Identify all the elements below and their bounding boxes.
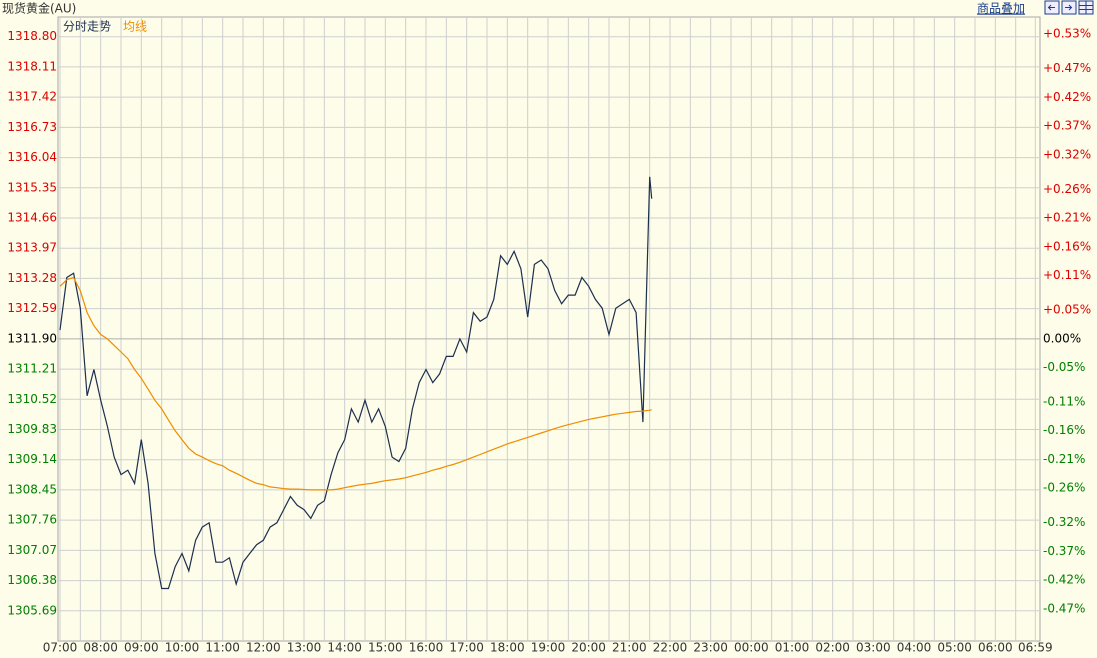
x-tick-label: 09:00 xyxy=(124,641,159,655)
x-tick-label: 22:00 xyxy=(653,641,688,655)
x-tick-label: 07:00 xyxy=(43,641,78,655)
y-tick-label: 1310.52 xyxy=(7,392,57,406)
y-tick-label: 1306.38 xyxy=(7,573,57,587)
x-tick-label: 18:00 xyxy=(490,641,525,655)
y2-tick-label: -0.42% xyxy=(1043,573,1085,587)
y-tick-label: 1313.97 xyxy=(7,241,57,255)
y-tick-label: 1307.76 xyxy=(7,513,57,527)
y2-tick-label: 0.00% xyxy=(1043,331,1081,345)
y2-tick-label: -0.16% xyxy=(1043,423,1085,437)
y2-tick-label: -0.32% xyxy=(1043,515,1085,529)
y-tick-label: 1312.59 xyxy=(7,301,57,315)
y2-tick-label: +0.05% xyxy=(1043,303,1091,317)
y-tick-label: 1316.73 xyxy=(7,120,57,134)
y-tick-label: 1318.80 xyxy=(7,29,57,43)
y2-tick-label: +0.37% xyxy=(1043,119,1091,133)
y2-tick-label: +0.26% xyxy=(1043,182,1091,196)
y-tick-label: 1308.45 xyxy=(7,482,57,496)
x-tick-label: 14:00 xyxy=(327,641,362,655)
y-tick-label: 1309.83 xyxy=(7,422,57,436)
y2-tick-label: +0.21% xyxy=(1043,211,1091,225)
y2-tick-label: +0.53% xyxy=(1043,27,1091,41)
x-tick-label: 01:00 xyxy=(775,641,810,655)
x-tick-label: 17:00 xyxy=(449,641,484,655)
x-tick-label: 19:00 xyxy=(531,641,566,655)
x-tick-label: 10:00 xyxy=(165,641,200,655)
x-tick-label: 13:00 xyxy=(287,641,322,655)
x-tick-label: 20:00 xyxy=(571,641,606,655)
instrument-title: 现货黄金(AU) xyxy=(2,1,76,16)
series-line xyxy=(59,176,653,590)
y-tick-label: 1309.14 xyxy=(7,452,57,466)
nav-left-icon xyxy=(1047,4,1055,11)
y2-tick-label: +0.11% xyxy=(1043,268,1091,282)
y-tick-label: 1317.42 xyxy=(7,90,57,104)
y-tick-label: 1311.21 xyxy=(7,362,57,376)
y2-tick-label: -0.21% xyxy=(1043,452,1085,466)
y-tick-label: 1305.69 xyxy=(7,603,57,617)
x-tick-label: 16:00 xyxy=(409,641,444,655)
x-tick-label: 02:00 xyxy=(815,641,850,655)
nav-layout-icon xyxy=(1079,1,1093,14)
x-tick-label: 08:00 xyxy=(83,641,118,655)
x-tick-label: 23:00 xyxy=(693,641,728,655)
y-tick-label: 1315.35 xyxy=(7,180,57,194)
y2-tick-label: +0.32% xyxy=(1043,147,1091,161)
y2-tick-label: +0.16% xyxy=(1043,239,1091,253)
y2-tick-label: -0.05% xyxy=(1043,360,1085,374)
overlay-button[interactable]: 商品叠加 xyxy=(977,1,1025,16)
x-tick-label: 00:00 xyxy=(734,641,769,655)
y-tick-label: 1316.04 xyxy=(7,150,57,164)
y2-tick-label: +0.47% xyxy=(1043,61,1091,75)
nav-right-icon xyxy=(1065,4,1073,11)
x-tick-label: 04:00 xyxy=(897,641,932,655)
legend-entry: 均线 xyxy=(123,20,147,34)
y2-tick-label: +0.42% xyxy=(1043,90,1091,104)
x-tick-label: 21:00 xyxy=(612,641,647,655)
nav-buttons[interactable] xyxy=(1044,0,1094,15)
x-tick-label: 05:00 xyxy=(937,641,972,655)
y2-tick-label: -0.26% xyxy=(1043,481,1085,495)
y2-tick-label: -0.37% xyxy=(1043,544,1085,558)
y-tick-label: 1311.90 xyxy=(7,331,57,345)
x-tick-label: 03:00 xyxy=(856,641,891,655)
y-tick-label: 1307.07 xyxy=(7,543,57,557)
x-tick-label: 06:00 xyxy=(978,641,1013,655)
x-tick-label: 15:00 xyxy=(368,641,403,655)
series-line xyxy=(59,276,652,491)
y2-tick-label: -0.47% xyxy=(1043,601,1085,615)
x-tick-label: 12:00 xyxy=(246,641,281,655)
x-tick-label: 06:59 xyxy=(1018,641,1053,655)
plot-frame xyxy=(57,16,1041,642)
y-tick-label: 1314.66 xyxy=(7,210,57,224)
y-tick-label: 1318.11 xyxy=(7,59,57,73)
y2-tick-label: -0.11% xyxy=(1043,394,1085,408)
legend-entry: 分时走势 xyxy=(63,20,111,34)
x-tick-label: 11:00 xyxy=(205,641,240,655)
y-tick-label: 1313.28 xyxy=(7,271,57,285)
